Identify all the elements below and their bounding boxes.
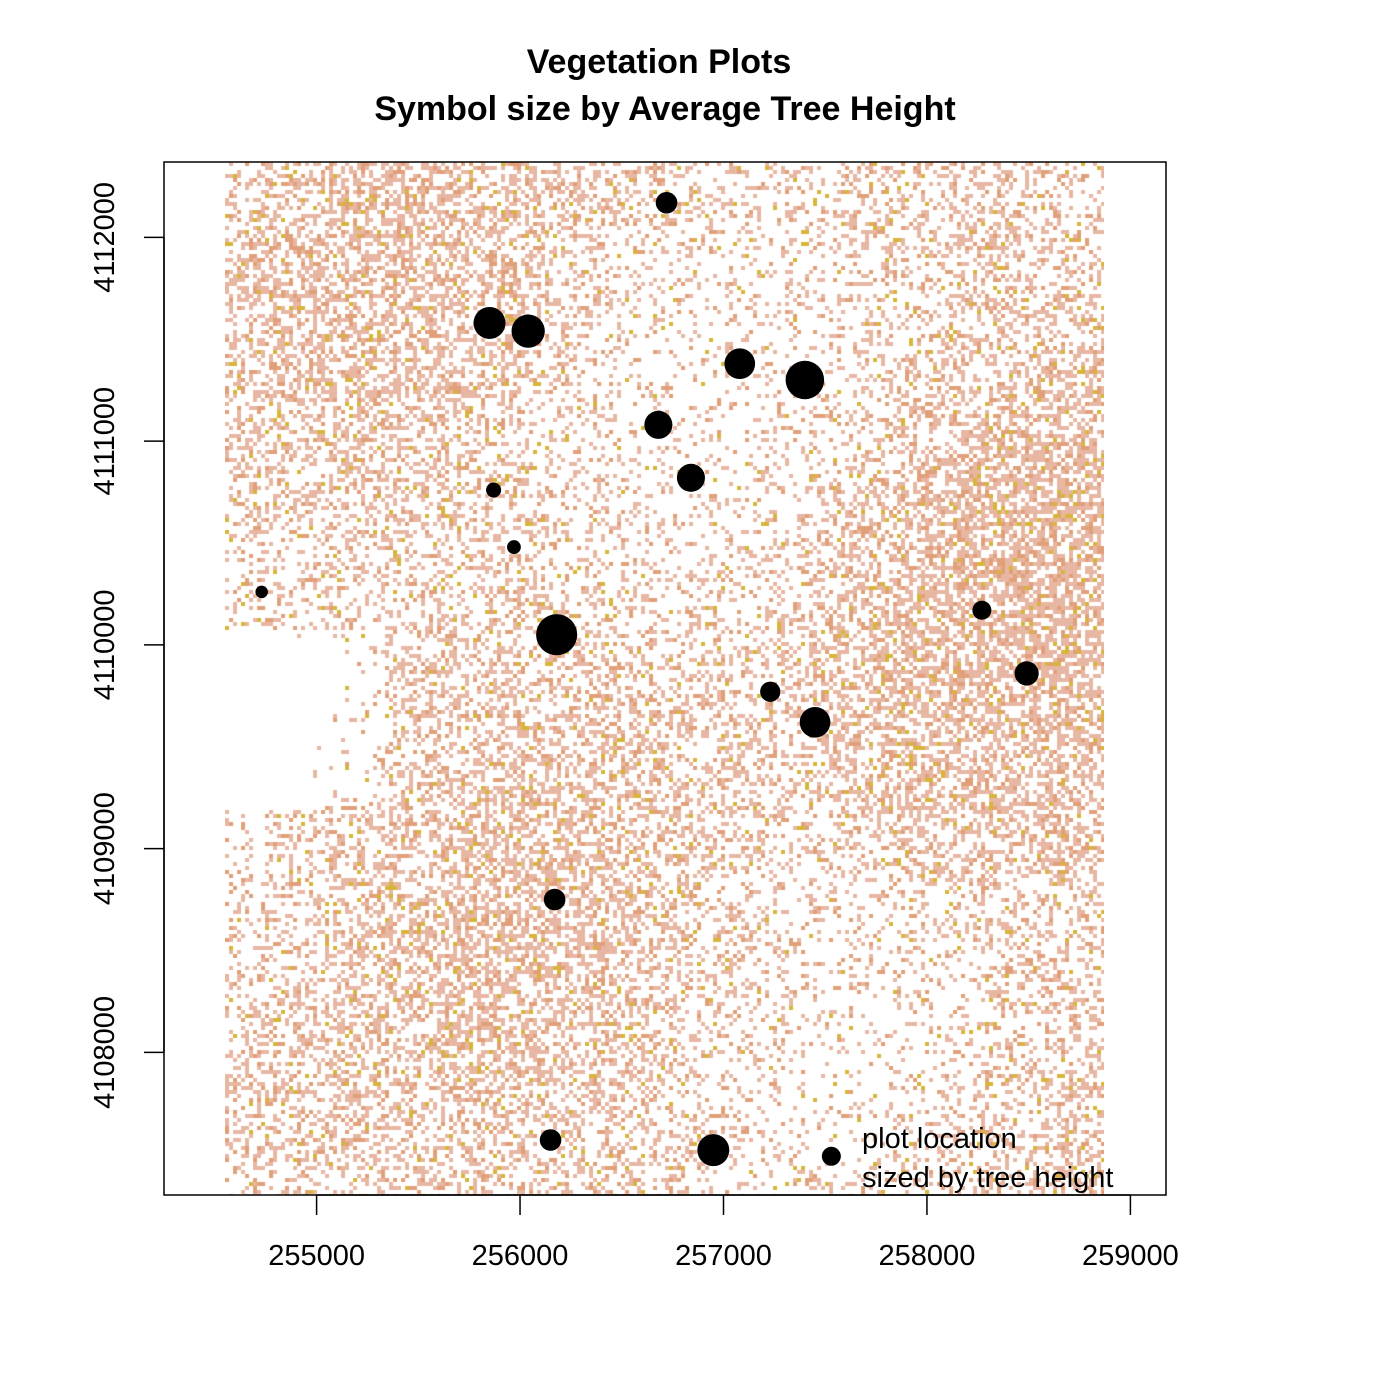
plot-point-11 bbox=[536, 614, 578, 656]
plot-point-6 bbox=[644, 410, 673, 439]
vegetation-raster bbox=[225, 162, 1105, 1195]
y-axis: 4108000 4109000 4110000 4111000 4112000 bbox=[89, 182, 165, 1109]
plot-point-3 bbox=[511, 314, 545, 348]
legend-symbol bbox=[823, 1148, 839, 1164]
x-tick-label-1: 256000 bbox=[472, 1240, 569, 1272]
x-tick-label-3: 258000 bbox=[879, 1240, 976, 1272]
plot-point-4 bbox=[724, 348, 756, 380]
chart-title: Vegetation Plots bbox=[527, 43, 792, 81]
plot-point-7 bbox=[676, 463, 705, 492]
plot-point-15 bbox=[799, 706, 831, 738]
y-tick-label-3: 4111000 bbox=[89, 387, 121, 496]
y-tick-label-4: 4112000 bbox=[89, 182, 121, 293]
legend: plot location sized by tree height bbox=[823, 1123, 1113, 1194]
legend-line-1: plot location bbox=[862, 1123, 1017, 1155]
plot-point-14 bbox=[760, 681, 781, 702]
plot-point-13 bbox=[1014, 661, 1039, 686]
raster-image bbox=[225, 162, 1105, 1195]
plot-point-10 bbox=[255, 585, 268, 599]
plot-point-12 bbox=[972, 600, 992, 620]
y-tick-label-2: 4110000 bbox=[89, 590, 121, 701]
x-tick-label-0: 255000 bbox=[268, 1240, 365, 1272]
plot-points bbox=[255, 191, 1039, 1167]
plot-point-8 bbox=[486, 482, 502, 498]
plot-point-9 bbox=[507, 540, 521, 554]
y-tick-label-0: 4108000 bbox=[89, 996, 121, 1109]
plot-point-17 bbox=[539, 1129, 562, 1151]
x-axis: 255000 256000 257000 258000 259000 bbox=[268, 1194, 1179, 1272]
x-tick-label-4: 259000 bbox=[1082, 1240, 1179, 1272]
legend-line-2: sized by tree height bbox=[862, 1162, 1113, 1194]
chart-subtitle: Symbol size by Average Tree Height bbox=[374, 90, 955, 128]
y-tick-label-1: 4109000 bbox=[89, 792, 121, 905]
x-tick-label-2: 257000 bbox=[675, 1240, 772, 1272]
plot-point-5 bbox=[785, 360, 825, 400]
plot-point-2 bbox=[473, 306, 506, 339]
plot-point-16 bbox=[543, 888, 566, 911]
plot-point-18 bbox=[697, 1134, 730, 1167]
plot-point-1 bbox=[655, 191, 678, 214]
